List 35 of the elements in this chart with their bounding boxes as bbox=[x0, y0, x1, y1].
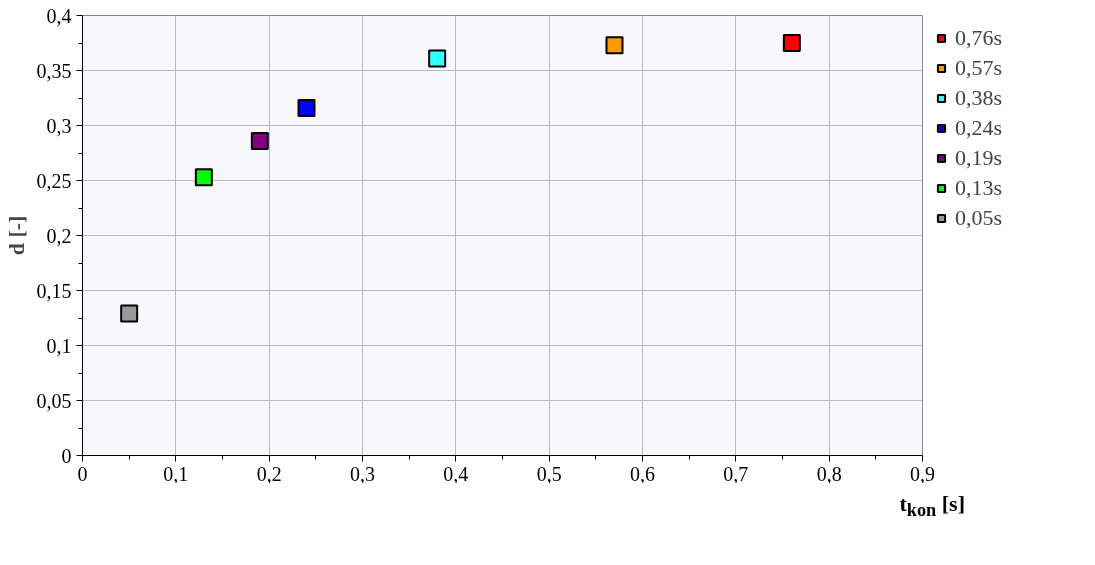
legend-label: 0,76s bbox=[955, 25, 1003, 51]
x-tick-label: 0,2 bbox=[256, 462, 282, 485]
y-tick-label: 0,2 bbox=[46, 224, 72, 247]
y-tick-label: 0,4 bbox=[46, 4, 72, 27]
x-tick-label: 0 bbox=[77, 462, 88, 485]
legend-label: 0,38s bbox=[955, 85, 1003, 111]
point bbox=[120, 304, 139, 323]
legend-label: 0,05s bbox=[955, 205, 1003, 231]
y-tick-label: 0,05 bbox=[36, 389, 72, 412]
x-tick-label: 0,1 bbox=[163, 462, 189, 485]
legend-label: 0,57s bbox=[955, 55, 1003, 81]
point bbox=[250, 131, 269, 150]
x-tick-label: 0,8 bbox=[816, 462, 842, 485]
y-tick-label: 0,3 bbox=[46, 114, 72, 137]
x-tick-label: 0,9 bbox=[910, 462, 935, 485]
x-tick-label: 0,7 bbox=[723, 462, 749, 485]
y-tick-label: 0 bbox=[61, 444, 72, 467]
x-tick-label: 0,3 bbox=[350, 462, 375, 485]
y-tick-label: 0,35 bbox=[36, 59, 72, 82]
y-tick-label: 0,25 bbox=[36, 169, 72, 192]
point bbox=[297, 98, 316, 117]
y-axis-title: d [-] bbox=[3, 215, 29, 256]
legend-label: 0,24s bbox=[955, 115, 1003, 141]
point bbox=[194, 168, 213, 187]
point bbox=[428, 49, 447, 68]
y-tick-label: 0,15 bbox=[36, 279, 72, 302]
x-tick-label: 0,4 bbox=[443, 462, 469, 485]
x-axis-title: t$_{kon}$ [s] bbox=[899, 490, 965, 523]
legend-label: 0,13s bbox=[955, 175, 1003, 201]
x-tick-label: 0,5 bbox=[536, 462, 562, 485]
y-tick-label: 0,1 bbox=[46, 334, 72, 357]
point bbox=[782, 34, 801, 52]
x-tick-label: 0,6 bbox=[630, 462, 655, 485]
point bbox=[605, 36, 624, 55]
legend-label: 0,19s bbox=[955, 145, 1003, 171]
